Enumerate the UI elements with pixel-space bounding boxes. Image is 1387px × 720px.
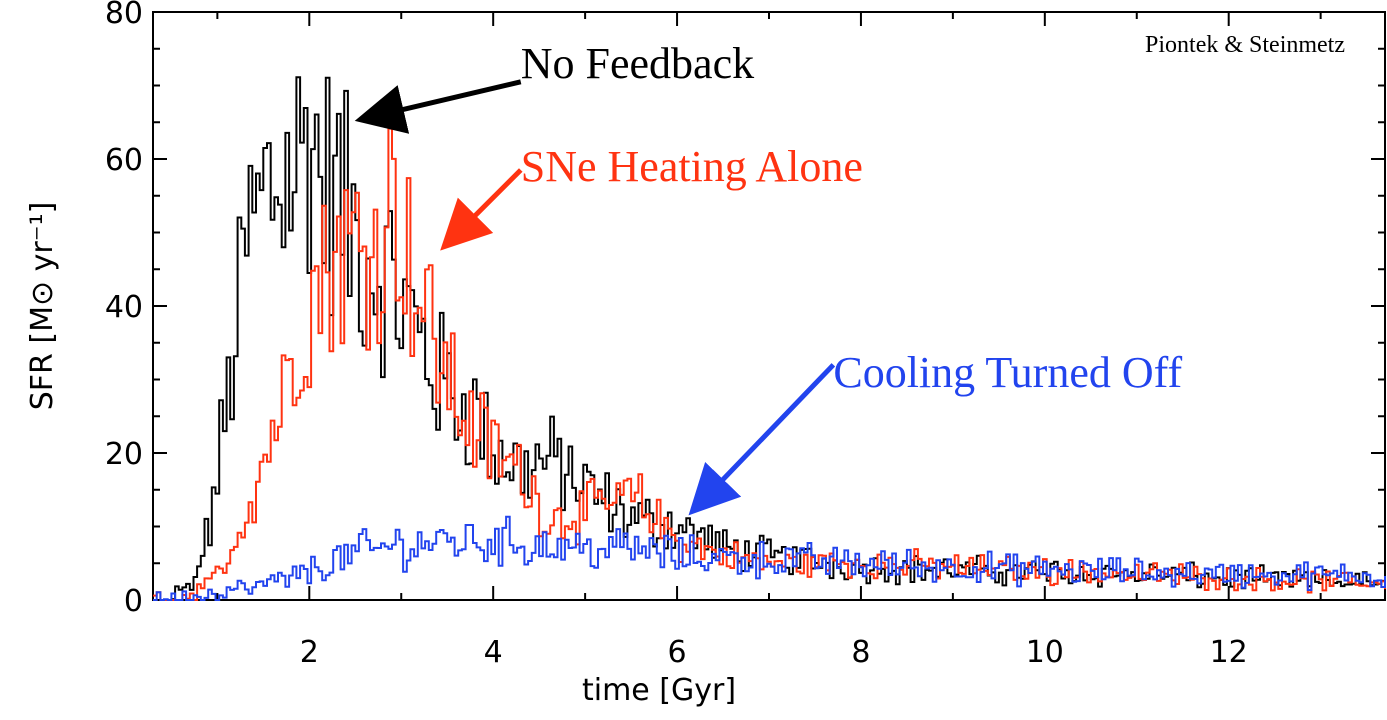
- y-axis-title: SFR [M⊙ yr⁻¹]: [25, 202, 60, 411]
- x-tick-label: 6: [668, 635, 687, 670]
- y-tick-label: 20: [105, 437, 143, 472]
- annotation-label-3: Cooling Turned Off: [833, 348, 1182, 397]
- x-tick-labels: 2 4 6 8 10 12: [300, 635, 1248, 670]
- annotation-arrow-1: [354, 79, 522, 134]
- annotation-arrow-3: [688, 363, 836, 516]
- x-tick-label: 10: [1026, 635, 1064, 670]
- x-axis-title: time [Gyr]: [582, 673, 736, 708]
- credit-text: Piontek & Steinmetz: [1145, 32, 1345, 58]
- series-line-3: [153, 515, 1386, 601]
- annotation-label-1: No Feedback: [521, 39, 754, 88]
- plot-frame: [152, 11, 1386, 601]
- series-group: [153, 76, 1386, 601]
- annotation-label-2: SNe Heating Alone: [521, 142, 863, 191]
- y-tick-label: 60: [105, 143, 143, 178]
- series-line-2: [153, 127, 1386, 601]
- x-tick-label: 2: [300, 635, 319, 670]
- x-tick-label: 8: [851, 635, 870, 670]
- y-tick-labels: 0 20 40 60 80: [105, 0, 143, 619]
- y-tick-label: 0: [124, 584, 143, 619]
- y-tick-label: 40: [105, 290, 143, 325]
- axis-ticks: [153, 11, 1385, 601]
- annotation-group: No Feedback SNe Heating Alone Cooling Turn…: [354, 39, 1183, 516]
- x-tick-label: 4: [484, 635, 503, 670]
- annotation-arrow-2: [440, 168, 523, 251]
- x-tick-label: 12: [1210, 635, 1248, 670]
- y-tick-label: 80: [105, 0, 143, 31]
